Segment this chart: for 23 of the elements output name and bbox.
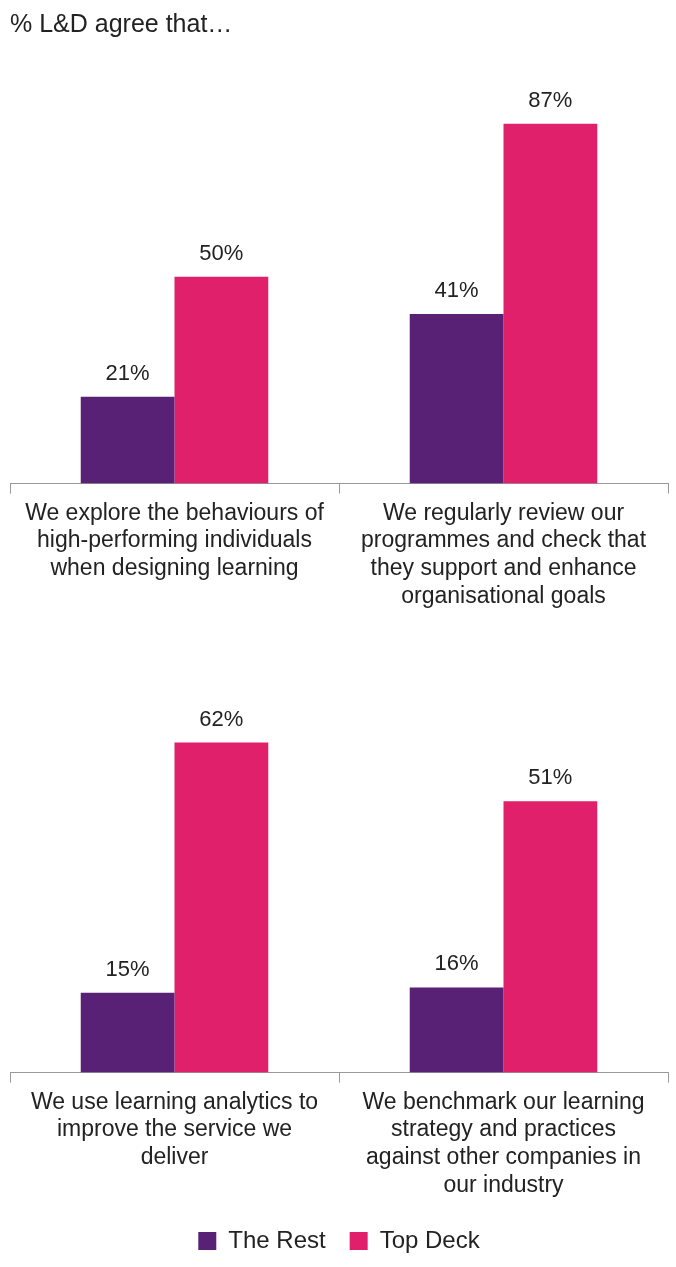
bar xyxy=(503,801,598,1073)
data-label: 87% xyxy=(528,86,573,112)
bar xyxy=(174,742,269,1073)
bar xyxy=(174,276,269,484)
data-label: 21% xyxy=(105,359,150,385)
legend-label: The Rest xyxy=(228,1225,326,1253)
x-tick-label: We use learning analytics to improve the service we deliver xyxy=(30,1087,319,1169)
bar xyxy=(80,396,175,484)
data-label: 15% xyxy=(105,955,150,981)
data-label: 50% xyxy=(199,239,244,265)
x-tick-label: We benchmark our learning strategy and practices against other companies in our industry xyxy=(362,1087,645,1197)
bar xyxy=(409,314,504,484)
legend-label: Top Deck xyxy=(379,1225,481,1253)
x-tick-label: We regularly review our programmes and check that they support and enhance organisational goals xyxy=(360,498,647,608)
bar xyxy=(503,123,598,484)
data-label: 41% xyxy=(434,277,479,303)
data-label: 62% xyxy=(199,705,244,731)
data-label: 51% xyxy=(528,764,573,790)
bar xyxy=(409,987,504,1073)
x-tick-label: We explore the behaviours of high-performing individuals when designing learning xyxy=(25,498,325,580)
chart-title: % L&D agree that… xyxy=(10,8,233,37)
data-label: 16% xyxy=(434,950,479,976)
bar xyxy=(80,992,175,1073)
